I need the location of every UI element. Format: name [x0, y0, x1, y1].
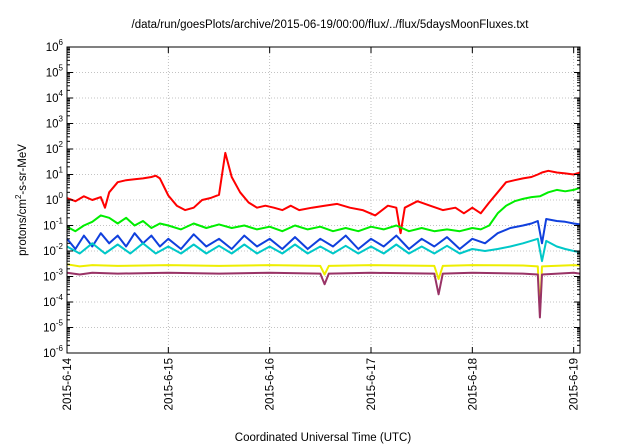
series-line — [66, 218, 581, 250]
y-tick-label: 105 — [46, 64, 64, 80]
series-line — [66, 151, 581, 235]
y-tick-label: 10-4 — [43, 293, 63, 309]
y-tick-label: 10-5 — [43, 319, 63, 335]
x-axis-ticks: 2015-6-14 2015-6-15 2015-6-16 2015-6-17 2015… — [62, 47, 581, 410]
y-tick-label: 100 — [46, 191, 64, 207]
x-tick-label: 2015-6-16 — [265, 358, 277, 410]
y-tick-label: 106 — [46, 38, 64, 54]
grid-lines — [67, 47, 580, 353]
y-axis-ticks: 10-6 10-5 10-4 10-3 10-2 10-1 100 101 102 103 104 1… — [43, 38, 580, 360]
y-axis-label: protons/cm2-s-sr-MeV — [14, 144, 29, 256]
series-layer — [66, 151, 581, 319]
series-line — [66, 271, 581, 319]
x-tick-label: 2015-6-18 — [467, 358, 479, 410]
y-tick-label: 10-2 — [43, 242, 63, 258]
y-tick-label: 103 — [46, 115, 64, 131]
x-axis-label: Coordinated Universal Time (UTC) — [235, 432, 412, 444]
series-line — [66, 186, 581, 233]
x-tick-label: 2015-6-17 — [366, 358, 378, 410]
y-tick-label: 102 — [46, 140, 64, 156]
y-tick-label: 101 — [46, 166, 64, 182]
chart-title: /data/run/goesPlots/archive/2015-06-19/0… — [132, 19, 530, 31]
series-line — [66, 263, 581, 314]
y-tick-label: 10-1 — [43, 217, 63, 233]
x-tick-label: 2015-6-19 — [569, 358, 581, 410]
y-tick-label: 104 — [46, 89, 64, 105]
series-line — [66, 237, 581, 263]
y-tick-label: 10-6 — [43, 344, 63, 360]
y-tick-label: 10-3 — [43, 268, 63, 284]
x-tick-label: 2015-6-15 — [163, 358, 175, 410]
x-tick-label: 2015-6-14 — [62, 357, 74, 410]
plot-frame — [66, 46, 581, 354]
